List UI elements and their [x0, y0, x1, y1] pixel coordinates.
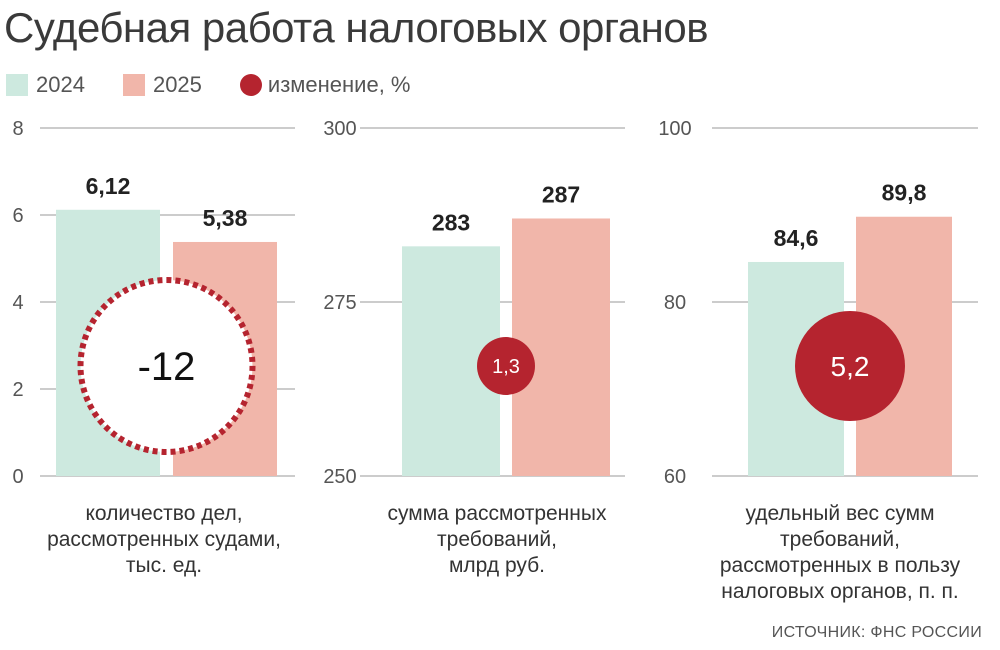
x-axis-label: рассмотренных судами,	[47, 528, 281, 551]
x-axis-label: удельный вес сумм	[745, 502, 934, 525]
x-axis-label: сумма рассмотренных	[388, 502, 607, 525]
change-marker	[795, 311, 905, 421]
y-tick-label: 80	[664, 292, 686, 314]
legend-swatch-2024	[6, 74, 28, 96]
legend-label-change: изменение, %	[267, 72, 411, 97]
y-tick-label: 60	[664, 466, 686, 488]
legend-label-2024: 2024	[36, 72, 85, 97]
legend-label-2025: 2025	[152, 72, 202, 97]
change-label: 1,3	[492, 356, 520, 378]
bar-value-label: 84,6	[774, 225, 819, 251]
y-tick-label: 100	[658, 118, 691, 140]
y-tick-label: 300	[323, 118, 356, 140]
legend-item-2024: 2024	[6, 72, 85, 98]
x-axis-label: количество дел,	[85, 502, 242, 525]
legend: 2024 2025 изменение, %	[6, 70, 449, 100]
y-tick-label: 0	[12, 466, 23, 488]
x-axis-label: тыс. ед.	[126, 554, 202, 577]
change-label: 5,2	[831, 351, 870, 382]
change-marker	[77, 277, 256, 455]
legend-item-2025: 2025	[122, 72, 202, 98]
y-tick-label: 250	[323, 466, 356, 488]
y-tick-label: 275	[323, 292, 356, 314]
x-axis-label: требований,	[437, 528, 557, 551]
chart-title: Судебная работа налоговых органов	[4, 4, 709, 51]
change-label: -12	[138, 345, 196, 389]
source-note: ИСТОЧНИК: ФНС РОССИИ	[771, 624, 982, 641]
y-tick-label: 8	[12, 118, 23, 140]
bar-value-label: 89,8	[882, 180, 927, 206]
x-axis-label: требований,	[780, 528, 900, 551]
x-axis-label: млрд руб.	[449, 554, 545, 577]
bar-value-label: 287	[542, 181, 580, 207]
legend-dot-change	[239, 74, 262, 96]
change-marker	[477, 337, 535, 395]
legend-swatch-2025	[122, 74, 145, 96]
bar-value-label: 5,38	[203, 205, 248, 231]
x-axis-label: налоговых органов, п. п.	[721, 580, 959, 603]
bar-value-label: 6,12	[86, 173, 131, 199]
bar-2025	[512, 218, 610, 477]
y-tick-label: 6	[12, 205, 23, 227]
y-tick-label: 2	[12, 379, 23, 401]
y-tick-label: 4	[12, 292, 23, 314]
bar-value-label: 283	[432, 209, 470, 235]
legend-item-change: изменение, %	[239, 72, 411, 98]
x-axis-label: рассмотренных в пользу	[720, 554, 961, 577]
